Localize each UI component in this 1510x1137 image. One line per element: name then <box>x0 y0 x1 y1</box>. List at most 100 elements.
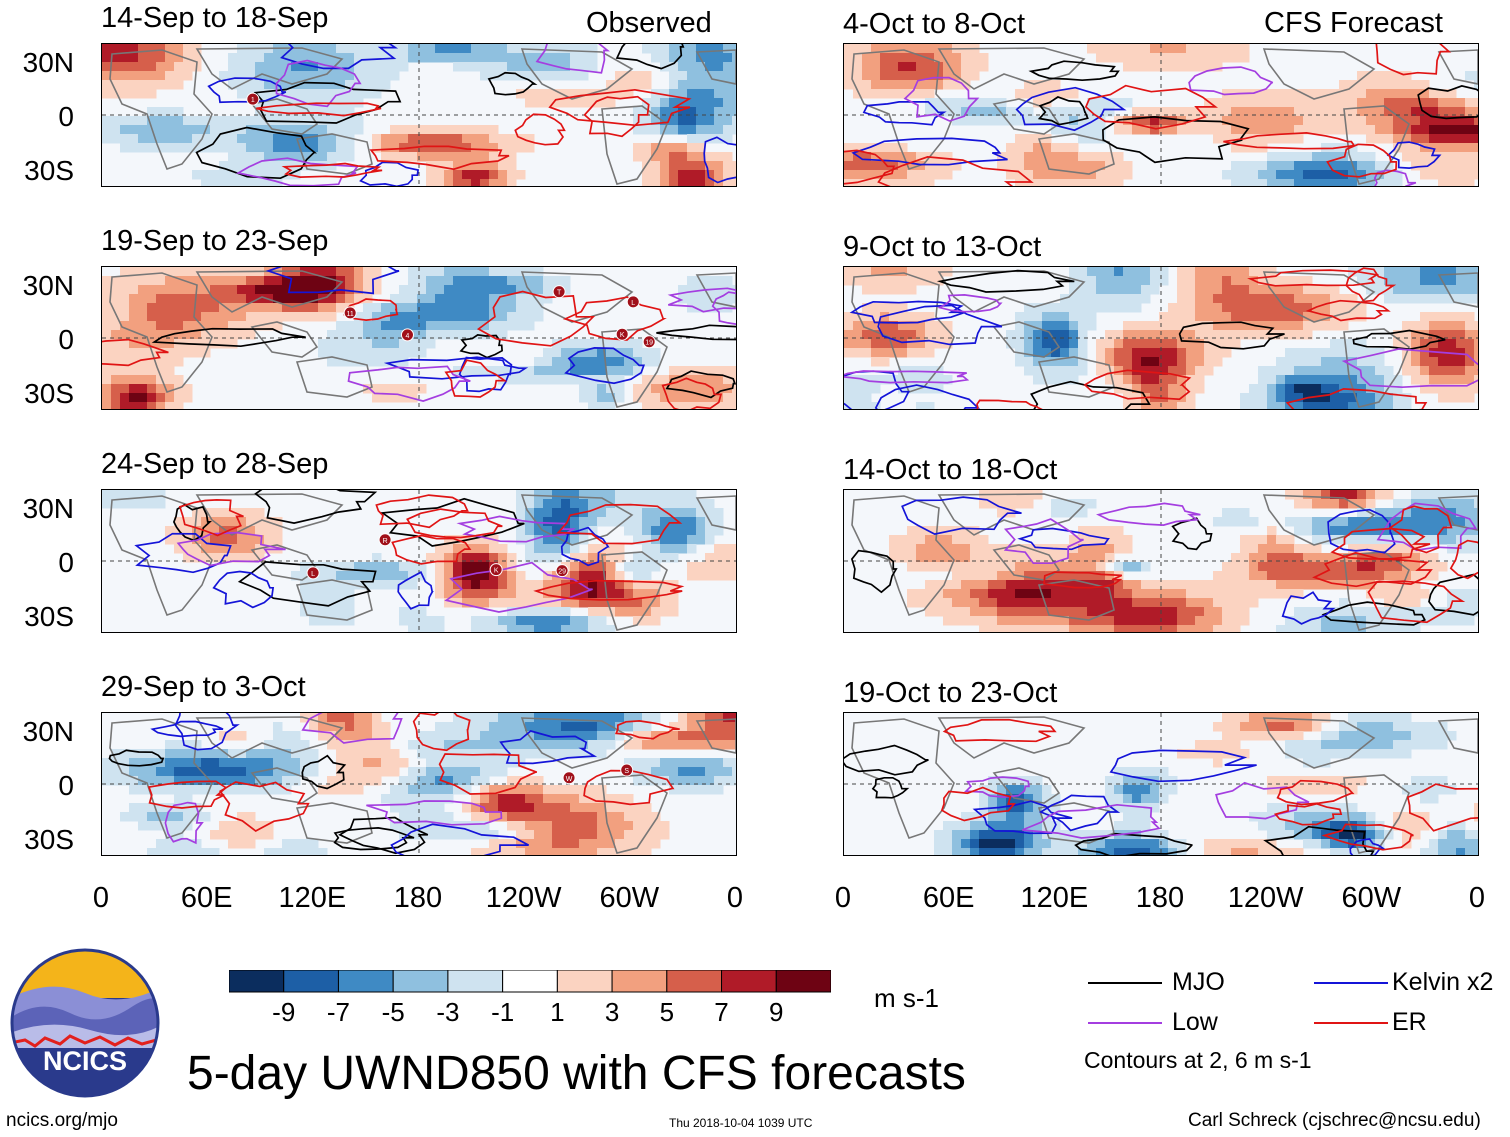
colorbar-unit: m s-1 <box>874 983 939 1013</box>
coastlines <box>851 716 1478 854</box>
legend-label-kelvin: Kelvin x2 <box>1392 968 1494 996</box>
colorbar-swatch <box>556 969 613 993</box>
low-contour <box>1096 502 1201 526</box>
er-contour <box>1247 269 1380 287</box>
er-contour <box>406 508 503 539</box>
er-contour <box>844 149 896 185</box>
kelvin-contour <box>901 496 1022 535</box>
y-tick-label: 30S <box>24 378 74 409</box>
kelvin-contour <box>1015 86 1127 132</box>
storm-marker-label: S <box>624 768 629 775</box>
er-contour <box>391 534 472 565</box>
low-contour <box>667 287 736 313</box>
kelvin-contour <box>1349 838 1387 855</box>
x-tick-label: 60E <box>180 882 233 914</box>
y-tick-label: 0 <box>58 547 74 578</box>
er-contour <box>562 296 667 341</box>
map-panel-fcst-4 <box>843 712 1479 856</box>
colorbar-swatch <box>721 969 777 993</box>
anomaly-field <box>844 267 1478 409</box>
er-contour <box>583 769 675 806</box>
legend-label-mjo: MJO <box>1172 968 1225 996</box>
x-tick-label: 60E <box>922 882 975 914</box>
mjo-contour <box>253 81 402 124</box>
footer-url[interactable]: ncics.org/mjo <box>6 1110 118 1131</box>
mjo-contour <box>172 503 212 542</box>
kelvin-contour <box>265 267 400 295</box>
x-tick-label: 60W <box>1341 882 1402 914</box>
er-contour <box>556 503 683 545</box>
er-contour <box>614 720 680 740</box>
mjo-contour <box>380 497 525 547</box>
storm-marker-label: L <box>631 300 635 307</box>
kelvin-contour <box>844 370 910 409</box>
storm-marker <box>400 328 414 342</box>
low-contour <box>164 801 204 845</box>
storm-marker-label: 11 <box>347 311 354 318</box>
x-tick-label: 0 <box>726 882 744 914</box>
panel-title-obs-4: 29-Sep to 3-Oct <box>101 671 306 703</box>
kelvin-contour <box>280 44 399 70</box>
kelvin-contour <box>1281 591 1336 625</box>
mjo-contour <box>1028 60 1120 82</box>
colorbar-swatch <box>392 969 449 993</box>
er-contour <box>1406 783 1478 832</box>
mjo-contour <box>1428 573 1478 616</box>
er-contour <box>369 145 510 171</box>
ncics-logo: NCICS <box>10 948 160 1098</box>
colorbar-swatch <box>337 969 394 993</box>
legend: MJO Kelvin x2 Low ER Contours at 2, 6 m … <box>1080 965 1510 1085</box>
er-contour <box>661 377 723 409</box>
er-contour <box>877 156 1034 186</box>
er-contour <box>514 113 566 146</box>
kelvin-contour <box>397 571 434 610</box>
mjo-contour <box>254 490 378 524</box>
colorbar-swatch <box>283 969 339 993</box>
er-contour <box>375 494 469 529</box>
map-panel-obs-3: 29 K L R <box>101 489 737 633</box>
x-tick-label: 120E <box>278 882 347 914</box>
anomaly-field <box>102 267 736 409</box>
storm-marker <box>615 327 629 341</box>
mjo-contour <box>108 749 165 767</box>
storm-marker <box>552 285 566 299</box>
er-contour <box>218 781 310 833</box>
storm-marker <box>343 306 357 320</box>
low-contour <box>366 800 503 826</box>
forecast-header: CFS Forecast <box>1264 7 1443 39</box>
er-contour <box>1375 44 1452 76</box>
storm-marker <box>642 335 656 349</box>
mjo-contour <box>487 71 538 96</box>
er-contour <box>1449 539 1478 580</box>
kelvin-contour <box>134 532 232 574</box>
low-contour <box>1003 518 1084 565</box>
colorbar-tick-label: 1 <box>550 997 565 1027</box>
x-tick-label: 120W <box>485 882 562 914</box>
colorbar-tick-label: 3 <box>604 997 620 1027</box>
storm-marker-label: K <box>494 568 499 575</box>
er-contour <box>1273 802 1343 826</box>
er-contour <box>940 786 1016 822</box>
footer-credit: Carl Schreck (cjschrec@ncsu.edu) <box>1188 1110 1481 1131</box>
kelvin-contour <box>1327 508 1396 554</box>
x-tick-label: 120W <box>1227 882 1304 914</box>
mjo-contour <box>1030 380 1151 409</box>
mjo-contour <box>844 744 929 776</box>
colorbar-swatch <box>447 969 504 993</box>
kelvin-contour <box>1109 749 1257 783</box>
kelvin-contour <box>862 100 947 126</box>
er-contour <box>1345 267 1397 303</box>
y-tick-label: 30N <box>22 716 74 747</box>
legend-note: Contours at 2, 6 m s-1 <box>1084 1047 1312 1073</box>
mjo-contour <box>850 549 898 594</box>
storm-marker-label: 1 <box>251 97 255 104</box>
low-contour <box>456 515 576 543</box>
x-tick-label: 60W <box>599 882 660 914</box>
mjo-contour <box>871 776 910 799</box>
kelvin-contour <box>499 730 598 765</box>
low-contour <box>711 291 736 325</box>
colorbar <box>228 969 832 993</box>
er-contour <box>178 499 244 537</box>
kelvin-contour <box>560 526 610 567</box>
low-contour <box>1188 66 1274 96</box>
